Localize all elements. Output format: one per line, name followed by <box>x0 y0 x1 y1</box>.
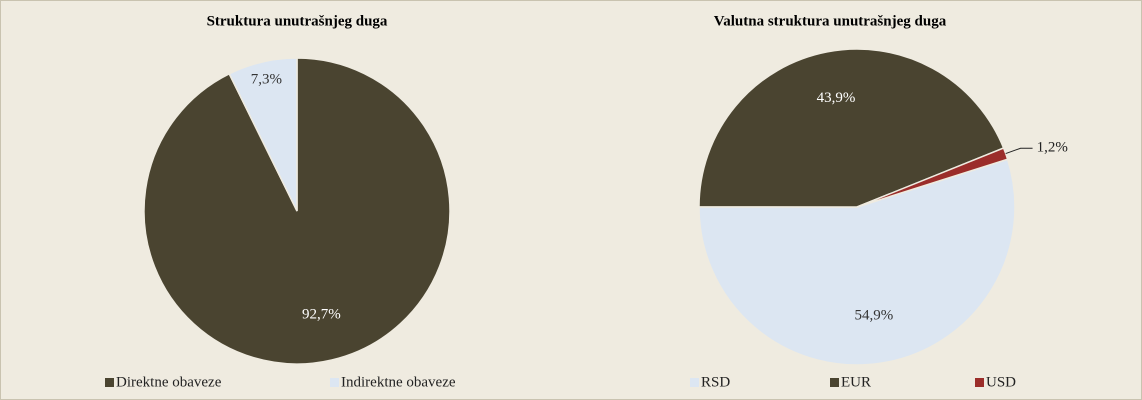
data-label: 7,3% <box>251 71 282 87</box>
legend-swatch <box>830 378 839 387</box>
data-label: 43,9% <box>817 90 856 106</box>
pie-slice <box>856 147 1009 208</box>
data-label: 92,7% <box>302 307 341 323</box>
pie-slice <box>698 158 1016 366</box>
legend-label: EUR <box>841 374 871 390</box>
chart-title: Valutna struktura unutrašnjeg duga <box>714 13 947 29</box>
legend-swatch <box>690 378 699 387</box>
legend-swatch <box>975 378 984 387</box>
chart-title: Struktura unutrašnjeg duga <box>207 13 388 29</box>
legend-swatch <box>105 378 114 387</box>
pie-slice <box>698 48 1005 208</box>
legend-label: USD <box>986 374 1016 390</box>
legend-label: Indirektne obaveze <box>341 374 456 390</box>
pie-slice <box>228 57 298 212</box>
legend-swatch <box>330 378 339 387</box>
data-label: 54,9% <box>855 308 894 324</box>
legend-label: RSD <box>701 374 730 390</box>
leader-line <box>1005 147 1033 155</box>
data-label: 1,2% <box>1037 140 1068 156</box>
legend-label: Direktne obaveze <box>116 374 222 390</box>
